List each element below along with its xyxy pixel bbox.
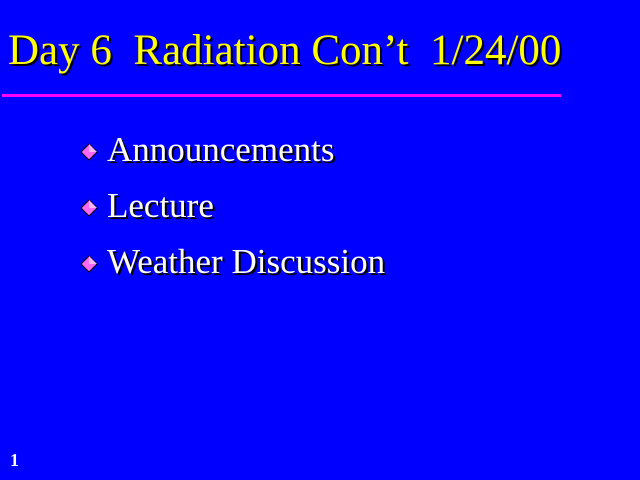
bullet-label: Weather Discussion xyxy=(107,242,386,281)
bullet-list: Announcements Lecture Weather Discussion xyxy=(76,122,385,290)
bullet-item-weather-discussion: Weather Discussion xyxy=(76,234,385,290)
diamond-bullet-icon xyxy=(80,199,98,217)
bullet-label: Lecture xyxy=(107,186,214,225)
title-underline xyxy=(2,94,561,97)
diamond-bullet-icon xyxy=(80,255,98,273)
slide-number: 1 xyxy=(10,450,19,470)
bullet-item-lecture: Lecture xyxy=(76,178,385,234)
bullet-label: Announcements xyxy=(107,130,335,169)
slide-title: Day 6 Radiation Con’t 1/24/00 xyxy=(8,27,562,74)
bullet-item-announcements: Announcements xyxy=(76,122,385,178)
diamond-bullet-icon xyxy=(80,143,98,161)
